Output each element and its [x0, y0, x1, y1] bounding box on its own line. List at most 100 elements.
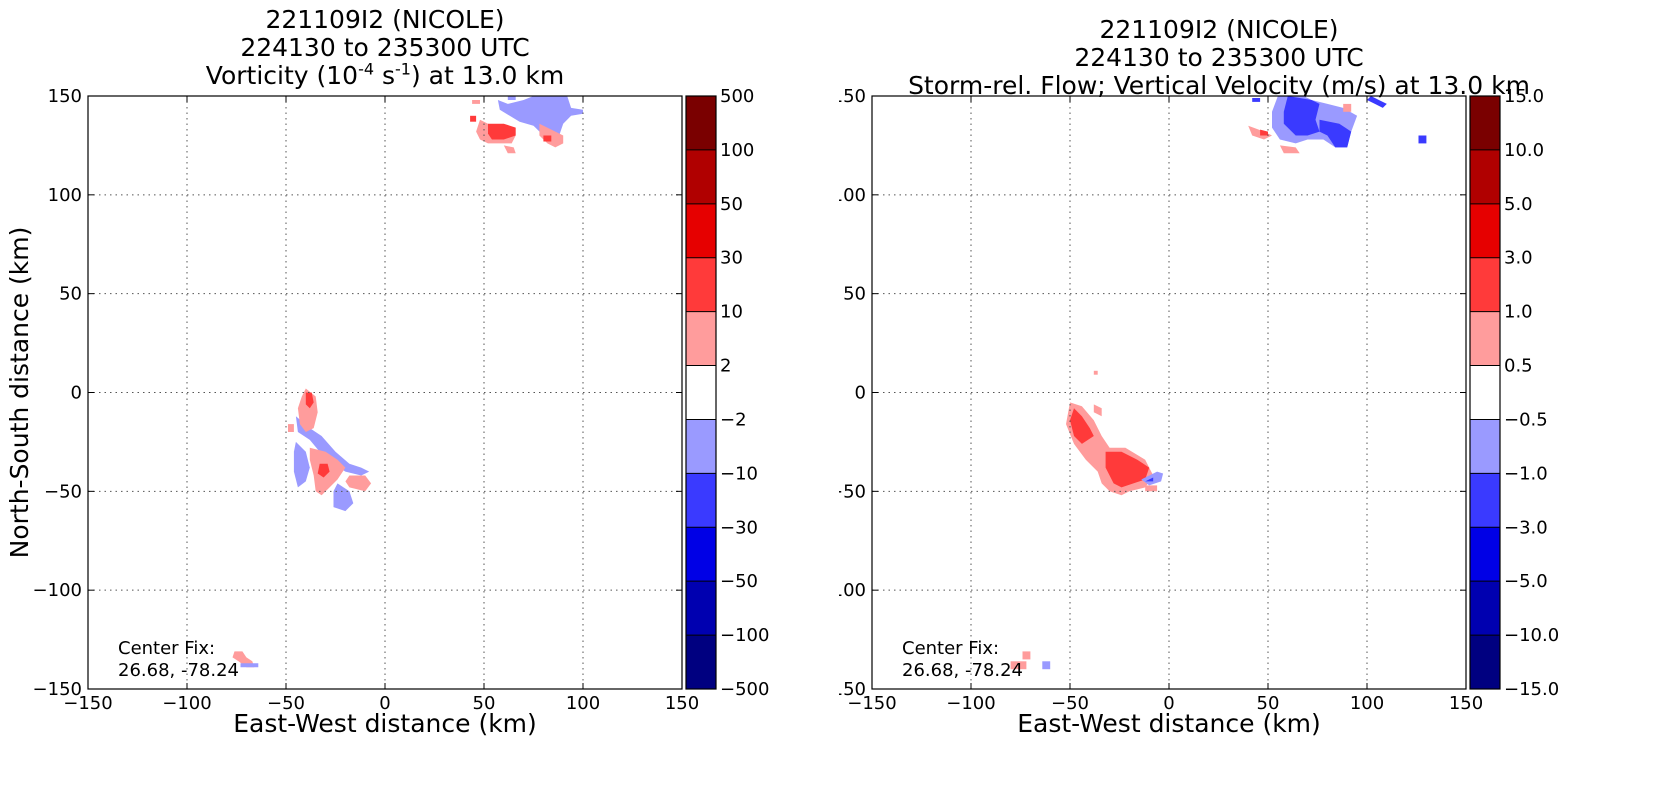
- contour-region: [1252, 98, 1261, 102]
- center-fix-value: 26.68, -78.24: [902, 660, 1023, 681]
- colorbar-tick-label: 3.0: [1504, 248, 1533, 269]
- x-tick-label: 0: [1163, 693, 1174, 714]
- colorbar-segment: [1470, 365, 1500, 420]
- x-tick-label: 50: [1257, 693, 1280, 714]
- colorbar-tick-label: 30: [720, 248, 743, 269]
- contour-region: [1279, 145, 1300, 154]
- contour-region: [1105, 451, 1150, 488]
- x-tick-label: 0: [379, 693, 390, 714]
- colorbar-segment: [1470, 581, 1500, 636]
- colorbar-tick-label: −500: [720, 679, 769, 700]
- colorbar-tick-label: −10: [720, 463, 758, 484]
- x-tick-label: 150: [1449, 693, 1483, 714]
- colorbar-tick-label: 10: [720, 302, 743, 323]
- left-title-block: 221109I2 (NICOLE) 224130 to 235300 UTC V…: [88, 6, 682, 90]
- y-tick-label: 100: [48, 185, 82, 206]
- y-tick-label: 150: [839, 86, 866, 107]
- right-title: 221109I2 (NICOLE): [1099, 15, 1339, 44]
- contour-region: [1145, 485, 1158, 492]
- right-chart: −150−150 −100 −100 −50 −50 0 0 50 50 100 100 150 150…: [839, 86, 1559, 738]
- contour-region: [470, 115, 477, 122]
- x-tick-label: −100: [162, 693, 211, 714]
- colorbar-tick-label: 2: [720, 356, 731, 377]
- contour-region: [1093, 370, 1098, 375]
- center-fix-label: Center Fix:: [118, 638, 215, 659]
- x-axis-label: East-West distance (km): [233, 709, 537, 738]
- y-tick-label: 0: [855, 383, 866, 404]
- right-subtitle: 224130 to 235300 UTC: [1074, 43, 1364, 72]
- contour-region: [507, 96, 516, 100]
- y-tick-label: −100: [33, 580, 82, 601]
- center-fix-value: 26.68, -78.24: [118, 660, 239, 681]
- colorbar-segment: [686, 311, 716, 366]
- contour-region: [543, 135, 552, 142]
- colorbar-tick-label: 1.0: [1504, 302, 1533, 323]
- contour-region: [1248, 125, 1272, 140]
- colorbar-tick-label: 500: [720, 86, 754, 107]
- colorbar-tick-label: −30: [720, 517, 758, 538]
- contour-region: [1367, 96, 1387, 108]
- colorbar-segment: [1470, 311, 1500, 366]
- contour-region: [288, 424, 294, 432]
- contour-region: [1042, 661, 1051, 670]
- colorbar-segment: [1470, 635, 1500, 689]
- colorbar-segment: [1470, 419, 1500, 474]
- contour-regions: [232, 96, 583, 668]
- colorbar-segment: [1470, 527, 1500, 582]
- x-tick-label: 150: [665, 693, 699, 714]
- y-tick-label: −150: [839, 679, 866, 700]
- colorbar-segment: [1470, 257, 1500, 312]
- colorbar-tick-label: −100: [720, 625, 769, 646]
- x-tick-label: 100: [1350, 693, 1384, 714]
- contour-region: [1418, 135, 1427, 144]
- y-tick-label: −150: [33, 679, 82, 700]
- colorbar-segment: [686, 365, 716, 420]
- contour-region: [503, 145, 516, 154]
- x-tick-label: −100: [946, 693, 995, 714]
- contour-region: [305, 392, 314, 409]
- left-field-title: Vorticity (10-4 s-1) at 13.0 km: [205, 59, 565, 90]
- contour-region: [1010, 661, 1027, 670]
- colorbar-segment: [686, 96, 716, 150]
- contour-region: [317, 463, 330, 478]
- colorbar-frame: [685, 95, 717, 690]
- left-panel: 221109I2 (NICOLE) 224130 to 235300 UTC V…: [0, 0, 838, 797]
- colorbar-segment: [686, 473, 716, 528]
- contour-region: [1093, 404, 1102, 417]
- colorbar-segment: [686, 581, 716, 636]
- colorbar-tick-label: 50: [720, 194, 743, 215]
- x-tick-label: −150: [63, 693, 112, 714]
- colorbar-tick-label: −15.0: [1504, 679, 1559, 700]
- contour-region: [497, 96, 583, 144]
- y-tick-label: 0: [71, 383, 82, 404]
- contour-region: [1260, 129, 1268, 136]
- colorbar-tick-label: 5.0: [1504, 194, 1533, 215]
- left-subtitle: 224130 to 235300 UTC: [240, 33, 530, 62]
- contour-region: [1145, 477, 1154, 482]
- colorbar-tick-label: 15.0: [1504, 86, 1544, 107]
- right-field-title: Storm-rel. Flow; Vertical Velocity (m/s)…: [908, 71, 1530, 100]
- colorbar-segment: [686, 149, 716, 204]
- contour-region: [293, 441, 310, 488]
- x-tick-label: −50: [267, 693, 305, 714]
- colorbar-tick-label: −0.5: [1504, 409, 1548, 430]
- contour-region: [1022, 651, 1031, 660]
- contour-region: [1283, 96, 1320, 136]
- colorbar-tick-label: 0.5: [1504, 356, 1533, 377]
- colorbar-segment: [686, 203, 716, 258]
- y-tick-label: 150: [48, 86, 82, 107]
- left-chart: −150−150−100−100−50−50005050100100150150…: [5, 86, 769, 738]
- colorbar-segment: [1470, 149, 1500, 204]
- colorbar-tick-label: 100: [720, 140, 754, 161]
- contour-region: [240, 663, 259, 668]
- y-tick-label: 50: [59, 284, 82, 305]
- colorbar-segment: [686, 257, 716, 312]
- center-fix-label: Center Fix:: [902, 638, 999, 659]
- x-tick-label: 100: [566, 693, 600, 714]
- colorbar-tick-label: −5.0: [1504, 571, 1548, 592]
- y-tick-label: −50: [44, 481, 82, 502]
- contour-regions: [1010, 96, 1427, 670]
- contour-region: [472, 100, 480, 104]
- colorbar-tick-label: −50: [720, 571, 758, 592]
- contour-region: [295, 416, 370, 476]
